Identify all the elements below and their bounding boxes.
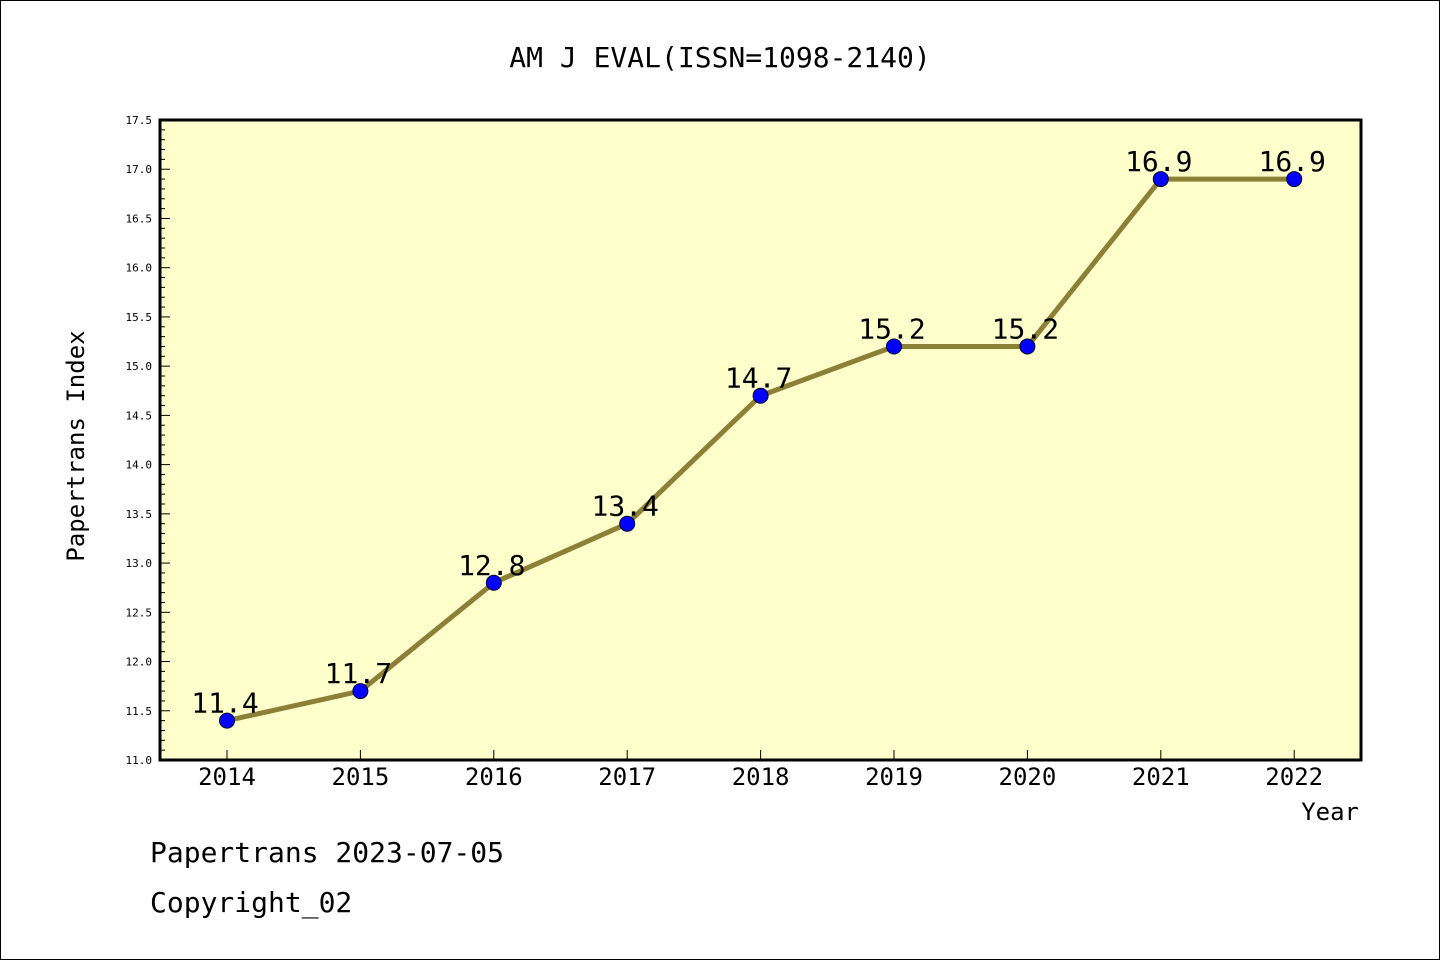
data-point-marker [485,574,502,591]
y-tick-label: 12.0 [126,656,153,669]
data-label: 16.9 [1125,145,1192,178]
y-tick-label: 16.0 [126,262,153,275]
plot-area [158,118,1363,762]
x-tick-label: 2022 [1265,763,1323,791]
data-point-marker [352,683,369,700]
y-tick-label: 17.5 [126,114,153,127]
y-tick-label: 12.5 [126,606,153,619]
y-tick-label: 11.0 [126,754,153,767]
x-tick-label: 2017 [598,763,656,791]
x-tick-label: 2014 [198,763,256,791]
y-tick-label: 13.5 [126,508,153,521]
data-point-marker [219,712,235,729]
x-tick-label: 2018 [732,763,790,791]
series-line-group [219,171,1303,729]
x-tick-label: 2021 [1132,763,1190,791]
x-axis: 2014 2015 2016 2017 2018 2019 2020 2021 2022 [198,750,1323,791]
data-point-marker [886,338,902,355]
x-tick-label: 2019 [865,763,923,791]
y-axis: 11.0 11.5 12.0 12.5 13.0 13.5 14.0 14.5 15.0 15.5… [126,114,170,767]
y-tick-label: 16.5 [126,212,153,225]
y-tick-label: 11.5 [126,705,153,718]
data-point-marker [1019,338,1036,355]
data-label: 15.2 [992,312,1059,345]
data-label: 14.7 [725,362,792,395]
data-point-marker [619,515,636,532]
y-tick-label: 15.0 [126,360,153,373]
x-tick-label: 2020 [999,763,1057,791]
chart-title: AM J EVAL(ISSN=1098-2140) [509,41,930,74]
y-tick-label: 14.0 [126,459,153,472]
data-label: 11.4 [191,687,258,720]
data-point-marker [752,387,769,404]
x-axis-label: Year [1301,798,1359,826]
data-label: 13.4 [591,490,658,523]
data-label: 16.9 [1258,145,1325,178]
data-label-group: 11.4 11.7 12.8 13.4 14.7 15.2 15.2 16.9 16.9 [191,145,1326,720]
y-tick-label: 15.5 [126,311,153,324]
data-point-marker [1286,171,1303,188]
y-tick-label: 14.5 [126,409,153,422]
footer-source-date: Papertrans 2023-07-05 [150,836,505,869]
footer-copyright: Copyright_02 [150,886,353,919]
data-point-marker [1152,171,1169,188]
x-tick-label: 2016 [465,763,523,791]
y-tick-label: 17.0 [126,163,153,176]
data-label: 12.8 [458,549,525,582]
x-tick-label: 2015 [332,763,390,791]
data-label: 15.2 [858,312,925,345]
y-axis-label: Papertrans Index [62,330,90,561]
data-label: 11.7 [325,657,392,690]
y-tick-label: 13.0 [126,557,153,570]
